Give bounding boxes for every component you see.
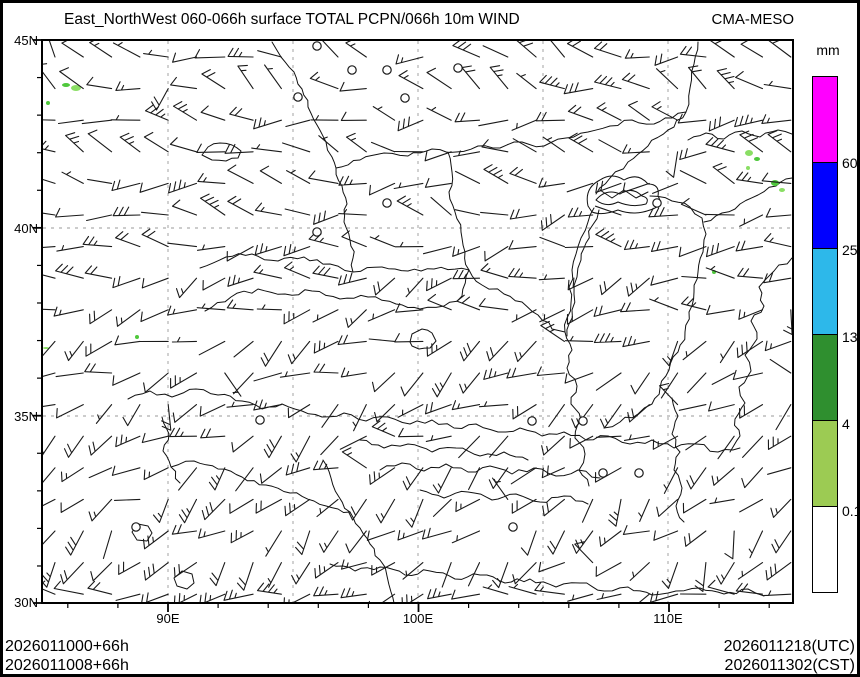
colorbar-tick-label: 0.1 [842,503,860,519]
colorbar-tick-label: 25 [842,242,858,258]
lon-label-110e: 110E [653,611,683,626]
axis-ticks [33,39,770,612]
graticule-layer [43,41,792,602]
footer-valid-cst: 2026011302(CST) [724,657,855,674]
footer-init-utc: 2026011000+66h [5,638,129,655]
calm-circle-layer [131,41,662,532]
boundary-layer [127,41,792,602]
lat-label-40n: 40N [14,221,38,236]
lat-label-30n: 30N [14,595,38,610]
colorbar-units: mm [816,42,840,58]
colorbar-tick-label: 13 [842,329,858,345]
lon-label-90e: 90E [156,611,180,626]
colorbar-cell-3 [812,334,838,421]
colorbar-cell-0 [812,76,838,163]
colorbar-tick-label: 60 [842,155,858,171]
colorbar [812,76,838,593]
colorbar-cell-4 [812,420,838,507]
lat-label-45n: 45N [14,33,38,48]
wind-barb-layer [43,41,792,602]
model-label: CMA-MESO [711,11,795,28]
colorbar-tick-label: 4 [842,416,850,432]
colorbar-cell-5 [812,506,838,593]
colorbar-cell-2 [812,248,838,335]
lon-label-100e: 100E [402,611,434,626]
figure-title: East_NorthWest 060-066h surface TOTAL PC… [64,11,520,28]
map-frame [41,39,794,604]
footer-init-cst: 2026011008+66h [5,657,129,674]
precip-speck-layer [43,83,785,349]
colorbar-cell-1 [812,162,838,249]
lat-label-35n: 35N [14,409,38,424]
footer-valid-utc: 2026011218(UTC) [723,638,855,655]
